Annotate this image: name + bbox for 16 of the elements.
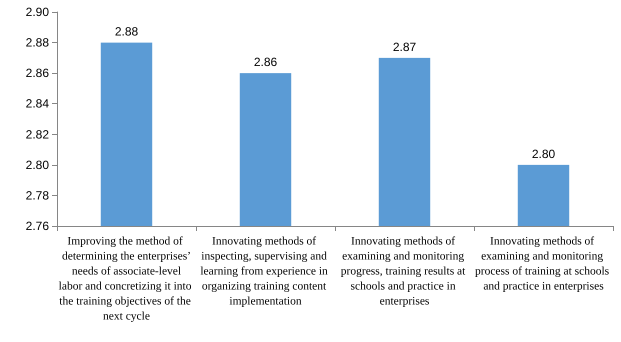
y-tick-label: 2.88 (26, 36, 50, 50)
x-tick-label: Innovating methods of examining and monitoring progress, training results at schools and practice in enterprises (340, 236, 468, 308)
y-tick-label: 2.76 (26, 219, 50, 233)
data-label: 2.88 (114, 24, 138, 39)
y-tick-label: 2.82 (26, 127, 50, 142)
y-tick-label: 2.80 (26, 158, 50, 172)
y-tick-label: 2.90 (26, 5, 50, 19)
data-label: 2.86 (254, 55, 278, 70)
x-tick-label: Innovating methods of examining and monitoring process of training at schools and practice in enterprises (474, 236, 612, 292)
x-tick-label: Innovating methods of inspecting, supervising and learning from experience in organizing training content implementation (200, 236, 331, 308)
data-label: 2.87 (392, 40, 416, 54)
x-tick-label: Improving the method of determining the enterprises’ needs of associate-level labor and concretizing it into the training objectives of the next cycle (58, 236, 194, 322)
y-tick-label: 2.86 (26, 66, 50, 80)
data-label: 2.80 (532, 146, 556, 161)
y-tick-label: 2.84 (26, 96, 50, 111)
y-tick-label: 2.78 (26, 188, 50, 202)
